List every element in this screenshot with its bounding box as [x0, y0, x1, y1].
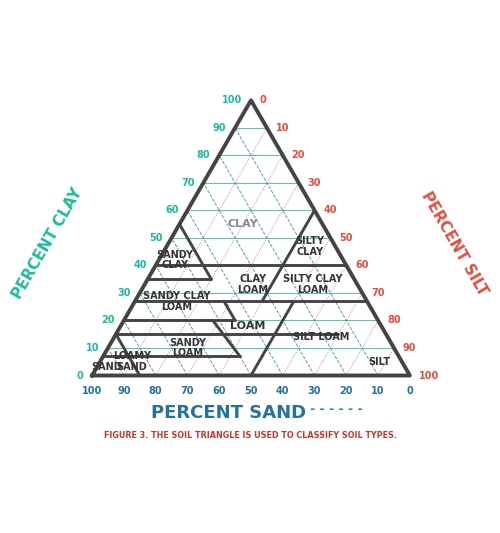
- Text: FIGURE 3. THE SOIL TRIANGLE IS USED TO CLASSIFY SOIL TYPES.: FIGURE 3. THE SOIL TRIANGLE IS USED TO C…: [104, 431, 398, 440]
- Text: SILTY CLAY
LOAM: SILTY CLAY LOAM: [283, 274, 343, 295]
- Text: 30: 30: [308, 178, 321, 188]
- Text: 50: 50: [244, 386, 258, 395]
- Text: 10: 10: [372, 386, 385, 395]
- Text: 90: 90: [117, 386, 130, 395]
- Text: CLAY
LOAM: CLAY LOAM: [237, 274, 268, 295]
- Text: CLAY: CLAY: [228, 219, 258, 229]
- Text: 0: 0: [260, 95, 266, 106]
- Text: LOAM: LOAM: [230, 321, 266, 331]
- Text: SILT: SILT: [368, 357, 390, 367]
- Text: 50: 50: [340, 233, 353, 243]
- Text: SAND: SAND: [91, 362, 122, 372]
- Text: 40: 40: [324, 205, 337, 215]
- Text: 80: 80: [387, 316, 400, 326]
- Text: 0: 0: [406, 386, 414, 395]
- Text: 70: 70: [371, 288, 384, 298]
- Text: 20: 20: [340, 386, 353, 395]
- Text: 30: 30: [118, 288, 131, 298]
- Text: PERCENT SILT: PERCENT SILT: [418, 189, 490, 298]
- Text: 20: 20: [292, 150, 305, 160]
- Text: 10: 10: [276, 123, 289, 133]
- Text: 100: 100: [82, 386, 102, 395]
- Text: 20: 20: [102, 316, 115, 326]
- Text: 40: 40: [134, 261, 147, 270]
- Text: SANDY
CLAY: SANDY CLAY: [156, 249, 193, 270]
- Text: SILTY
CLAY: SILTY CLAY: [296, 236, 324, 256]
- Text: 60: 60: [165, 205, 178, 215]
- Text: SANDY CLAY
LOAM: SANDY CLAY LOAM: [142, 291, 210, 312]
- Text: 60: 60: [212, 386, 226, 395]
- Text: 80: 80: [196, 150, 210, 160]
- Text: 100: 100: [222, 95, 242, 106]
- Text: 60: 60: [355, 261, 368, 270]
- Text: 70: 70: [180, 386, 194, 395]
- Text: 40: 40: [276, 386, 289, 395]
- Text: 70: 70: [181, 178, 194, 188]
- Text: 90: 90: [403, 343, 416, 353]
- Text: 80: 80: [149, 386, 162, 395]
- Text: - - - - - -: - - - - - -: [310, 403, 362, 416]
- Text: LOAMY
SAND: LOAMY SAND: [113, 351, 151, 372]
- Text: 0: 0: [76, 370, 83, 381]
- Text: SANDY
LOAM: SANDY LOAM: [169, 337, 206, 358]
- Text: 30: 30: [308, 386, 322, 395]
- Text: 50: 50: [149, 233, 162, 243]
- Text: 90: 90: [212, 123, 226, 133]
- Text: PERCENT SAND: PERCENT SAND: [151, 404, 306, 422]
- Text: PERCENT CLAY: PERCENT CLAY: [10, 185, 86, 302]
- Text: 10: 10: [86, 343, 99, 353]
- Text: 100: 100: [419, 370, 439, 381]
- Text: SILT LOAM: SILT LOAM: [292, 332, 349, 342]
